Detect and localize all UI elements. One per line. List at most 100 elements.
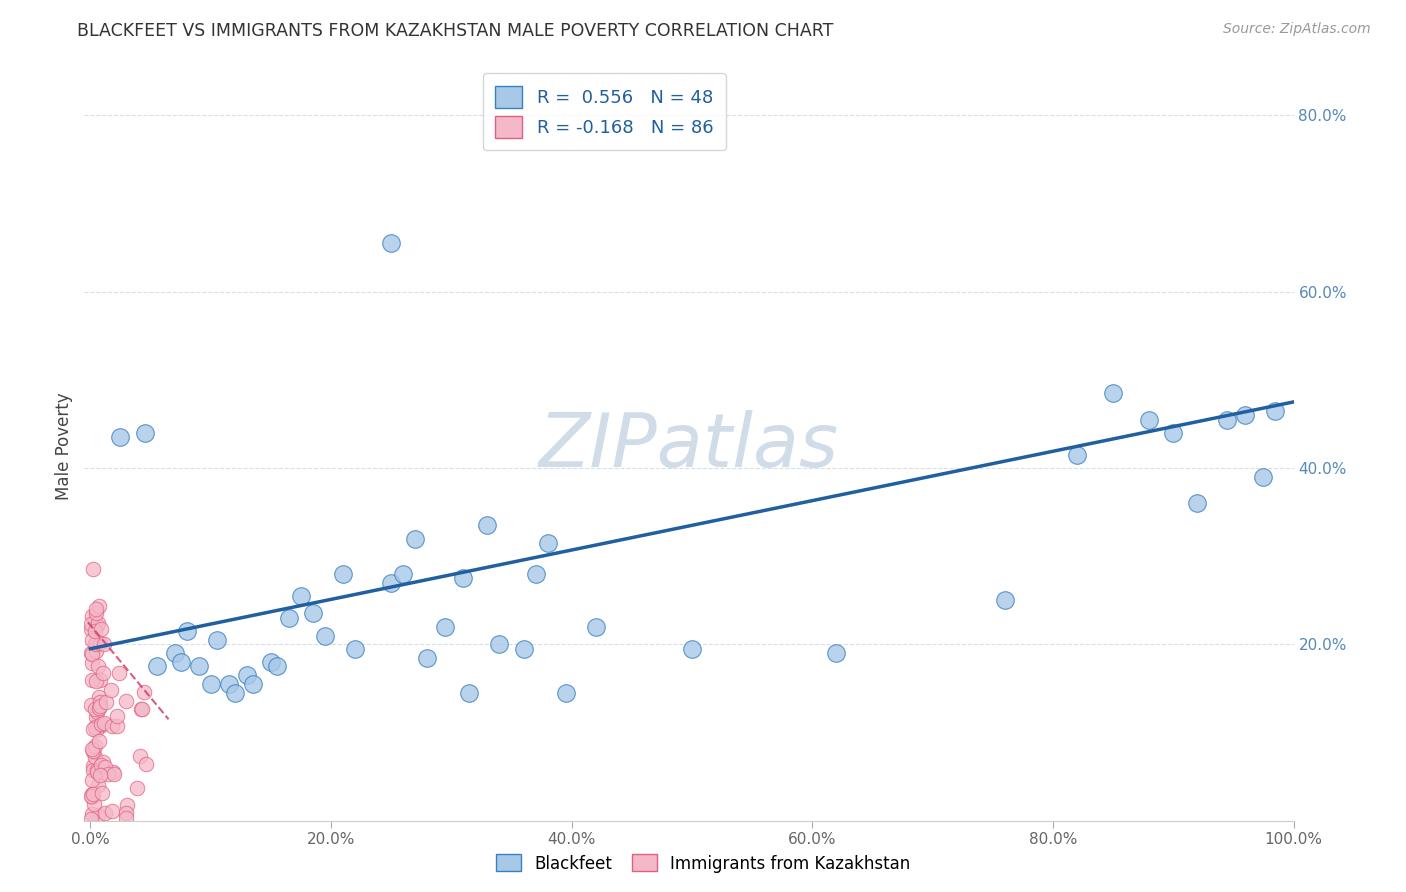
Point (87, 599, 110, 614)
Point (100, 683, 122, 698)
Point (83, 719, 105, 733)
Point (145, 659, 167, 673)
Point (84, 739, 107, 754)
Point (94, 759, 117, 773)
Point (224, 686, 246, 700)
Text: Source: ZipAtlas.com: Source: ZipAtlas.com (1223, 22, 1371, 37)
Point (82, 673, 104, 688)
Point (84, 606, 107, 620)
Point (82, 789, 104, 804)
Text: BLACKFEET VS IMMIGRANTS FROM KAZAKHSTAN MALE POVERTY CORRELATION CHART: BLACKFEET VS IMMIGRANTS FROM KAZAKHSTAN … (77, 22, 834, 40)
Point (218, 677, 240, 691)
Point (107, 666, 129, 681)
Legend: Blackfeet, Immigrants from Kazakhstan: Blackfeet, Immigrants from Kazakhstan (489, 847, 917, 880)
Point (260, 655, 283, 669)
Point (82, 758, 104, 772)
Point (80, 646, 103, 660)
Point (94, 695, 117, 709)
Point (86, 764, 108, 779)
Point (89, 699, 111, 714)
Point (82, 763, 104, 777)
Point (115, 811, 138, 825)
Point (82, 787, 104, 801)
Point (1253, 470, 1275, 484)
Point (89, 636, 111, 650)
Point (91, 756, 114, 770)
Point (84, 701, 107, 715)
Point (84, 635, 107, 649)
Point (79, 698, 101, 713)
Point (825, 646, 848, 660)
Point (290, 589, 312, 603)
Point (90, 623, 112, 637)
Point (117, 797, 139, 812)
Point (114, 694, 136, 708)
Point (89, 701, 111, 715)
Point (129, 748, 152, 763)
Point (83, 797, 105, 811)
Point (84, 601, 107, 615)
Point (1216, 412, 1239, 426)
Point (536, 536, 558, 550)
Point (187, 659, 209, 673)
Point (404, 532, 426, 546)
Point (84, 644, 107, 658)
Point (110, 430, 132, 444)
Point (200, 677, 222, 691)
Point (554, 686, 576, 700)
Point (91, 665, 114, 680)
Point (302, 607, 325, 621)
Point (93, 716, 115, 731)
Point (453, 571, 475, 585)
Point (89, 733, 111, 747)
Point (91, 785, 114, 799)
Point (100, 719, 122, 733)
Point (87, 778, 110, 792)
Point (80, 657, 103, 671)
Point (87, 658, 110, 673)
Text: ZIPatlas: ZIPatlas (538, 410, 839, 482)
Point (392, 566, 415, 581)
Point (82, 744, 104, 758)
Point (125, 780, 148, 795)
Point (434, 620, 457, 634)
Point (1161, 425, 1184, 440)
Point (80, 789, 103, 804)
Point (103, 766, 125, 780)
Point (512, 641, 534, 656)
Point (80, 616, 103, 631)
Y-axis label: Male Poverty: Male Poverty (55, 392, 73, 500)
Point (93, 638, 115, 652)
Point (176, 624, 198, 639)
Point (86, 764, 108, 778)
Point (242, 677, 264, 691)
Point (87, 690, 110, 704)
Point (131, 702, 153, 716)
Point (1187, 496, 1209, 510)
Point (90, 758, 112, 772)
Point (458, 686, 481, 700)
Point (380, 575, 402, 590)
Point (1234, 408, 1257, 422)
Point (87, 808, 110, 822)
Point (93, 806, 115, 821)
Point (80, 633, 103, 648)
Point (314, 628, 336, 642)
Point (103, 764, 125, 779)
Point (86, 618, 108, 632)
Point (1137, 412, 1160, 426)
Point (1264, 403, 1286, 417)
Point (84, 723, 107, 738)
Point (84, 709, 107, 723)
Point (82, 743, 104, 757)
Point (105, 719, 128, 733)
Point (82, 608, 104, 623)
Point (169, 655, 191, 669)
Point (84, 674, 107, 689)
Point (488, 637, 510, 651)
Point (585, 620, 607, 634)
Point (163, 646, 186, 660)
Point (277, 611, 299, 625)
Point (80, 812, 103, 826)
Point (344, 641, 367, 656)
